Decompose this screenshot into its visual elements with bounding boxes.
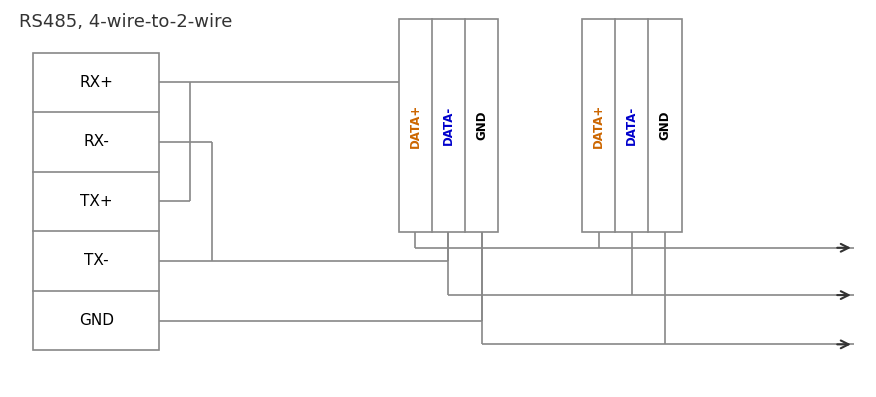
Text: DATA+: DATA+ <box>592 104 605 148</box>
Text: DATA-: DATA- <box>625 106 639 145</box>
Text: TX+: TX+ <box>80 194 112 209</box>
Text: RX-: RX- <box>83 135 110 149</box>
Text: TX-: TX- <box>84 253 109 268</box>
Text: RS485, 4-wire-to-2-wire: RS485, 4-wire-to-2-wire <box>19 13 232 31</box>
Text: GND: GND <box>475 111 488 140</box>
Text: RX+: RX+ <box>79 75 113 90</box>
Text: DATA-: DATA- <box>442 106 455 145</box>
Text: GND: GND <box>79 313 114 328</box>
Bar <box>399 19 498 232</box>
Text: GND: GND <box>659 111 672 140</box>
Bar <box>32 53 159 350</box>
Text: DATA+: DATA+ <box>409 104 422 148</box>
Bar <box>582 19 682 232</box>
